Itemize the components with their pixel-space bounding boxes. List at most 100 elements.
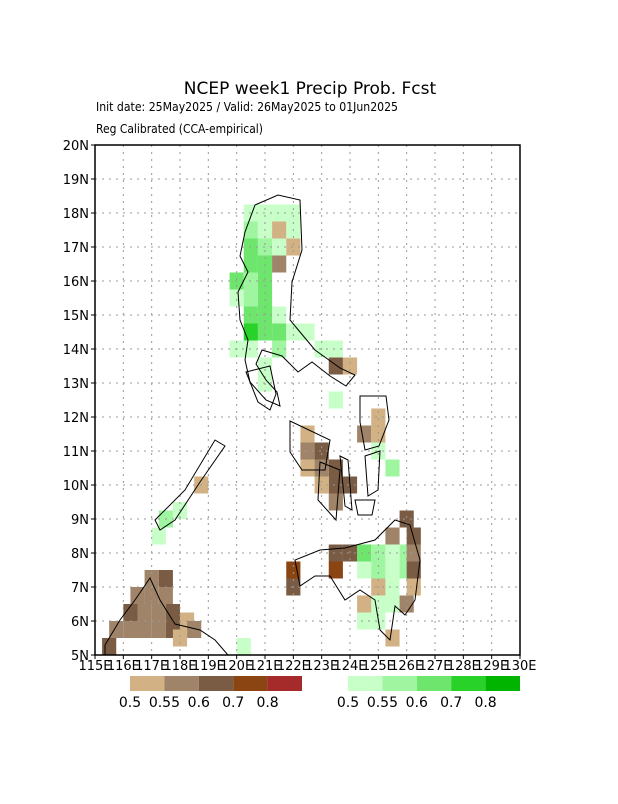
wet-cell (286, 323, 301, 341)
dry-cell (165, 604, 180, 621)
dry-cell (286, 561, 301, 579)
y-tick-label: 8N (71, 547, 89, 562)
wet-cell (243, 323, 258, 341)
y-tick-label: 12N (63, 411, 89, 426)
x-tick-label: 120E (220, 659, 253, 674)
x-tick-label: 123E (305, 659, 338, 674)
x-tick-label: 127E (418, 659, 451, 674)
dry-cell (371, 408, 386, 426)
wet-cell (243, 255, 258, 273)
map-subtitle: Init date: 25May2025 / Valid: 26May2025 … (96, 100, 398, 114)
wet-cell (371, 595, 386, 613)
wet-cell (257, 357, 273, 375)
wet-cell (272, 238, 287, 256)
coast-mindanao (294, 519, 421, 642)
dry-cell (123, 604, 138, 621)
colorbar-box (451, 676, 486, 691)
x-tick-label: 126E (390, 659, 423, 674)
x-tick-label: 125E (362, 659, 395, 674)
wet-cell (385, 578, 400, 596)
wet-cell (272, 340, 287, 358)
dry-cell (406, 527, 421, 545)
colorbar-box (164, 676, 199, 691)
y-tick-label: 7N (71, 581, 89, 596)
dry-cell (328, 561, 343, 579)
x-tick-label: 115E (78, 659, 111, 674)
x-tick-label: 118E (163, 659, 196, 674)
y-tick-label: 5N (71, 649, 89, 664)
wet-cell (357, 544, 372, 562)
wet-cell (272, 306, 287, 324)
dry-cell (385, 629, 400, 647)
colorbar-label: 0.55 (149, 695, 180, 711)
x-tick-label: 124E (333, 659, 366, 674)
y-tick-label: 9N (71, 513, 89, 528)
dry-cell (399, 595, 414, 613)
wet-cell (229, 289, 244, 307)
wet-cell (272, 204, 287, 222)
x-tick-label: 129E (475, 659, 508, 674)
map-title: NCEP week1 Precip Prob. Fcst (184, 79, 437, 99)
dry-cell (144, 587, 159, 604)
y-tick-label: 6N (71, 615, 89, 630)
coast-luzon (237, 194, 356, 407)
dry-cell (272, 255, 287, 273)
dry-cell (399, 510, 414, 528)
dry-cell (172, 629, 188, 647)
wet-cell (385, 459, 400, 477)
dry-cell (151, 621, 166, 638)
map-frame (94, 144, 521, 656)
colorbar-box (233, 676, 268, 691)
dry-cell (328, 357, 343, 375)
colorbar-label: 0.7 (440, 695, 462, 711)
wet-cell (357, 561, 372, 579)
y-tick-label: 13N (63, 377, 89, 392)
map-note: Reg Calibrated (CCA-empirical) (96, 122, 263, 136)
coast-samar (359, 395, 390, 451)
colorbar-label: 0.55 (367, 695, 398, 711)
y-tick-label: 19N (63, 173, 89, 188)
coast-cebu (339, 455, 353, 511)
dry-cell (144, 570, 159, 587)
wet-cell (286, 204, 301, 222)
wet-cell (236, 638, 251, 655)
colorbar-label: 0.6 (406, 695, 428, 711)
x-tick-label: 122E (277, 659, 310, 674)
wet-cell (371, 561, 386, 579)
coast-palawan (154, 439, 226, 531)
dry-cell (151, 604, 166, 621)
coast-mindoro (245, 365, 277, 411)
dry-cell (286, 238, 301, 256)
coast-negros (317, 461, 341, 522)
x-tick-label: 121E (248, 659, 281, 674)
wet-cell (328, 391, 343, 409)
colorbar-label: 0.5 (337, 695, 359, 711)
dry-cell (314, 442, 329, 460)
dry-cell (109, 621, 124, 638)
y-tick-label: 20N (63, 139, 89, 154)
y-tick-label: 15N (63, 309, 89, 324)
dry-cell (158, 587, 173, 604)
tick-layer: 115E116E117E118E119E120E121E122E123E124E… (63, 139, 537, 674)
colorbar-box (130, 676, 165, 691)
wet-cell (151, 527, 166, 545)
colorbar-box (485, 676, 520, 691)
colorbar-box (198, 676, 234, 691)
coast-leyte (364, 450, 381, 497)
colorbar-label: 0.8 (256, 695, 278, 711)
colorbar-box (348, 676, 383, 691)
wet-cell (385, 561, 400, 579)
dry-cell (123, 621, 138, 638)
y-tick-label: 11N (63, 445, 89, 460)
colorbar-label: 0.6 (188, 695, 210, 711)
wet-cell (385, 544, 400, 562)
dry-cell (272, 221, 287, 239)
y-tick-label: 17N (63, 241, 89, 256)
dry-cell (137, 604, 152, 621)
dry-cell (406, 561, 421, 579)
dry-cell (300, 425, 315, 443)
dry-cell (102, 638, 117, 655)
x-tick-label: 128E (447, 659, 480, 674)
x-tick-label: 117E (135, 659, 168, 674)
